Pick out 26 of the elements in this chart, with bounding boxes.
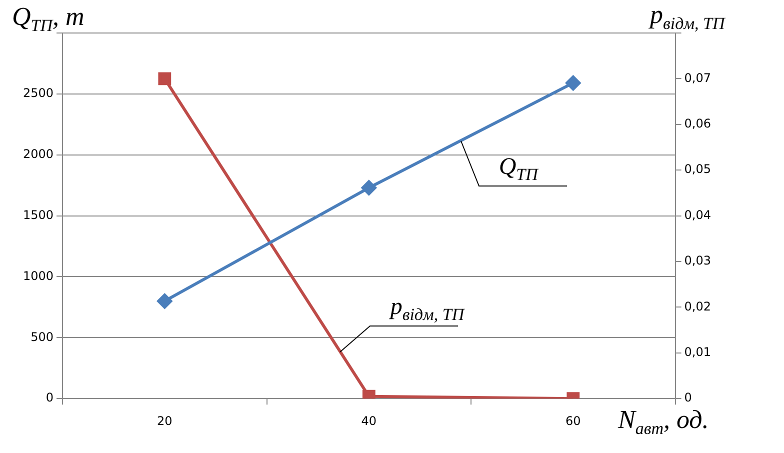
y-axis-title: Q$_{ТП}$, т [12,2,84,36]
y2-tick-label: 0,05 [684,162,711,176]
y2-tick-label: 0,07 [684,70,711,85]
text: p$_{відм, ТП}$ [390,294,464,325]
y-tick-label: 1500 [22,208,54,222]
y2-tick-label: 0 [684,390,692,405]
point [158,72,172,86]
y2-tick-label: 0,01 [684,345,711,360]
y2-tick-label: 0,06 [684,116,711,131]
x-tick-label: 60 [566,414,581,428]
point [157,294,172,309]
x-tick-label: 20 [157,414,172,428]
x-tick-label: 40 [361,414,377,428]
y-tick-label: 2000 [22,146,54,161]
series-label: Q$_{ТП}$ [498,154,538,184]
point [566,75,581,90]
y2-tick-label: 0,03 [684,254,711,268]
y2-axis-title: p$_{відм, ТП}$ [650,0,725,34]
point [361,180,376,196]
y-tick-label: 2500 [22,86,54,100]
y-tick-label: 0 [46,390,54,405]
y-tick-label: 500 [30,330,54,344]
y2-tick-label: 0,04 [684,208,711,222]
x-axis-title: N$_{авт}$, од. [618,405,709,440]
y-tick-label: 1000 [22,268,54,283]
y2-tick-label: 0,02 [684,299,711,314]
